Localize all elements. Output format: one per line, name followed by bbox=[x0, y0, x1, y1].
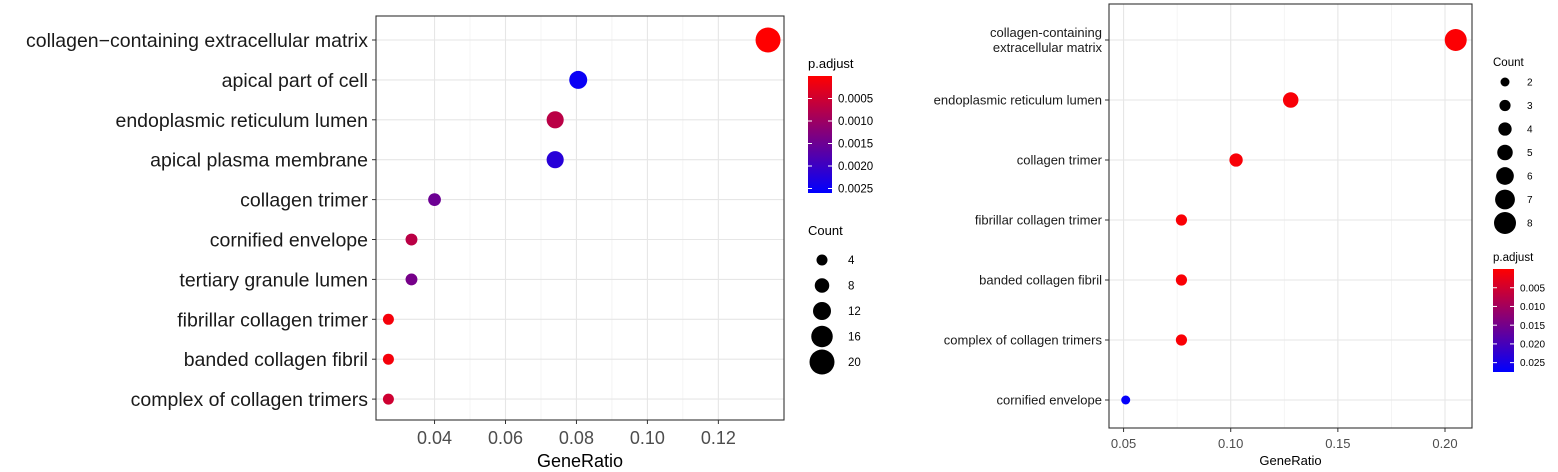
size-legend-point bbox=[809, 349, 835, 375]
x-tick-label: 0.05 bbox=[1111, 436, 1136, 451]
y-tick-label: complex of collagen trimers bbox=[944, 333, 1103, 348]
size-legend-label: 12 bbox=[848, 306, 861, 318]
size-legend-label: 5 bbox=[1527, 148, 1533, 159]
size-legend-point bbox=[814, 278, 830, 293]
size-legend-label: 8 bbox=[848, 281, 854, 293]
size-legend-label: 2 bbox=[1527, 78, 1533, 89]
color-bar-label: 0.0015 bbox=[838, 139, 873, 151]
color-bar-label: 0.010 bbox=[1520, 302, 1545, 313]
data-point bbox=[428, 193, 441, 206]
plot-panel bbox=[1109, 4, 1472, 428]
size-legend-title: Count bbox=[1493, 57, 1524, 69]
y-tick-label: collagen trimer bbox=[240, 190, 368, 212]
y-tick-label: banded collagen fibril bbox=[184, 349, 368, 371]
data-point bbox=[405, 273, 418, 286]
y-tick-label: collagen trimer bbox=[1017, 153, 1103, 168]
size-legend-point bbox=[1499, 99, 1511, 112]
y-tick-label: tertiary granule lumen bbox=[179, 269, 368, 291]
color-bar bbox=[1493, 269, 1514, 372]
data-point bbox=[405, 233, 418, 246]
color-bar-label: 0.0025 bbox=[838, 184, 873, 196]
x-tick-label: 0.12 bbox=[701, 428, 736, 448]
y-tick-label: endoplasmic reticulum lumen bbox=[115, 110, 368, 132]
size-legend-label: 6 bbox=[1527, 172, 1533, 183]
data-point bbox=[1175, 334, 1188, 346]
size-legend-label: 16 bbox=[848, 332, 861, 344]
size-legend-point bbox=[1495, 189, 1515, 210]
x-tick-label: 0.08 bbox=[559, 428, 594, 448]
y-tick-label: cornified envelope bbox=[996, 393, 1102, 408]
data-point bbox=[1282, 92, 1299, 108]
x-tick-label: 0.04 bbox=[417, 428, 452, 448]
color-bar-label: 0.0005 bbox=[838, 94, 873, 106]
data-point bbox=[382, 353, 394, 365]
y-tick-label: apical plasma membrane bbox=[150, 150, 368, 172]
y-tick-label: collagen−containing extracellular matrix bbox=[26, 30, 368, 52]
x-axis-title: GeneRatio bbox=[1259, 453, 1321, 468]
data-point bbox=[1229, 153, 1243, 167]
data-point bbox=[546, 151, 564, 169]
color-legend-title: p.adjust bbox=[808, 56, 854, 71]
x-tick-label: 0.20 bbox=[1432, 436, 1457, 451]
x-tick-label: 0.15 bbox=[1325, 436, 1350, 451]
data-point bbox=[382, 313, 394, 325]
size-legend-label: 4 bbox=[1527, 125, 1533, 136]
x-tick-label: 0.06 bbox=[488, 428, 523, 448]
data-point bbox=[382, 393, 394, 405]
size-legend-point bbox=[811, 325, 833, 348]
size-legend-label: 20 bbox=[848, 357, 861, 369]
x-tick-label: 0.10 bbox=[1218, 436, 1243, 451]
y-tick-label: fibrillar collagen trimer bbox=[975, 213, 1103, 228]
size-legend-label: 3 bbox=[1527, 101, 1533, 112]
size-legend-point bbox=[1496, 167, 1514, 185]
size-legend-label: 7 bbox=[1527, 195, 1533, 206]
y-tick-label: endoplasmic reticulum lumen bbox=[934, 93, 1102, 108]
panel-border bbox=[375, 15, 785, 421]
data-point bbox=[1175, 214, 1188, 226]
size-legend-title: Count bbox=[808, 223, 843, 238]
color-bar-label: 0.020 bbox=[1520, 340, 1545, 351]
x-tick-label: 0.10 bbox=[630, 428, 665, 448]
right-dotplot: collagen-containing extracellular matrix e… bbox=[934, 3, 1545, 468]
color-legend-title: p.adjust bbox=[1493, 252, 1534, 264]
size-legend-point bbox=[816, 254, 828, 266]
y-tick-label: complex of collagen trimers bbox=[131, 389, 369, 411]
color-bar-label: 0.0020 bbox=[838, 161, 873, 173]
left-dotplot: collagen−containing extracellular matrix… bbox=[26, 15, 873, 471]
color-bar bbox=[808, 76, 832, 193]
panel-border bbox=[1108, 3, 1473, 429]
size-legend-point bbox=[1498, 122, 1512, 136]
y-tick-label: apical part of cell bbox=[222, 70, 368, 92]
data-point bbox=[1444, 29, 1467, 51]
y-tick-label: collagen-containing extracellular matrix bbox=[990, 25, 1103, 55]
color-bar-label: 0.025 bbox=[1520, 358, 1545, 369]
size-legend-point bbox=[813, 302, 831, 320]
size-legend-label: 4 bbox=[848, 255, 855, 267]
data-point bbox=[1175, 274, 1188, 286]
size-legend-label: 8 bbox=[1527, 219, 1533, 230]
x-axis-title: GeneRatio bbox=[537, 451, 623, 471]
data-point bbox=[569, 70, 588, 89]
data-point bbox=[755, 27, 781, 53]
color-bar-label: 0.015 bbox=[1520, 321, 1545, 332]
y-tick-label: banded collagen fibril bbox=[979, 273, 1102, 288]
color-bar-label: 0.005 bbox=[1520, 283, 1545, 294]
data-point bbox=[546, 111, 564, 129]
y-tick-label: cornified envelope bbox=[210, 230, 368, 252]
size-legend-point bbox=[1497, 144, 1513, 161]
y-tick-label: fibrillar collagen trimer bbox=[177, 309, 368, 331]
size-legend-point bbox=[1500, 77, 1510, 87]
color-bar-label: 0.0010 bbox=[838, 116, 873, 128]
data-point bbox=[1121, 395, 1131, 405]
size-legend-point bbox=[1494, 212, 1516, 234]
